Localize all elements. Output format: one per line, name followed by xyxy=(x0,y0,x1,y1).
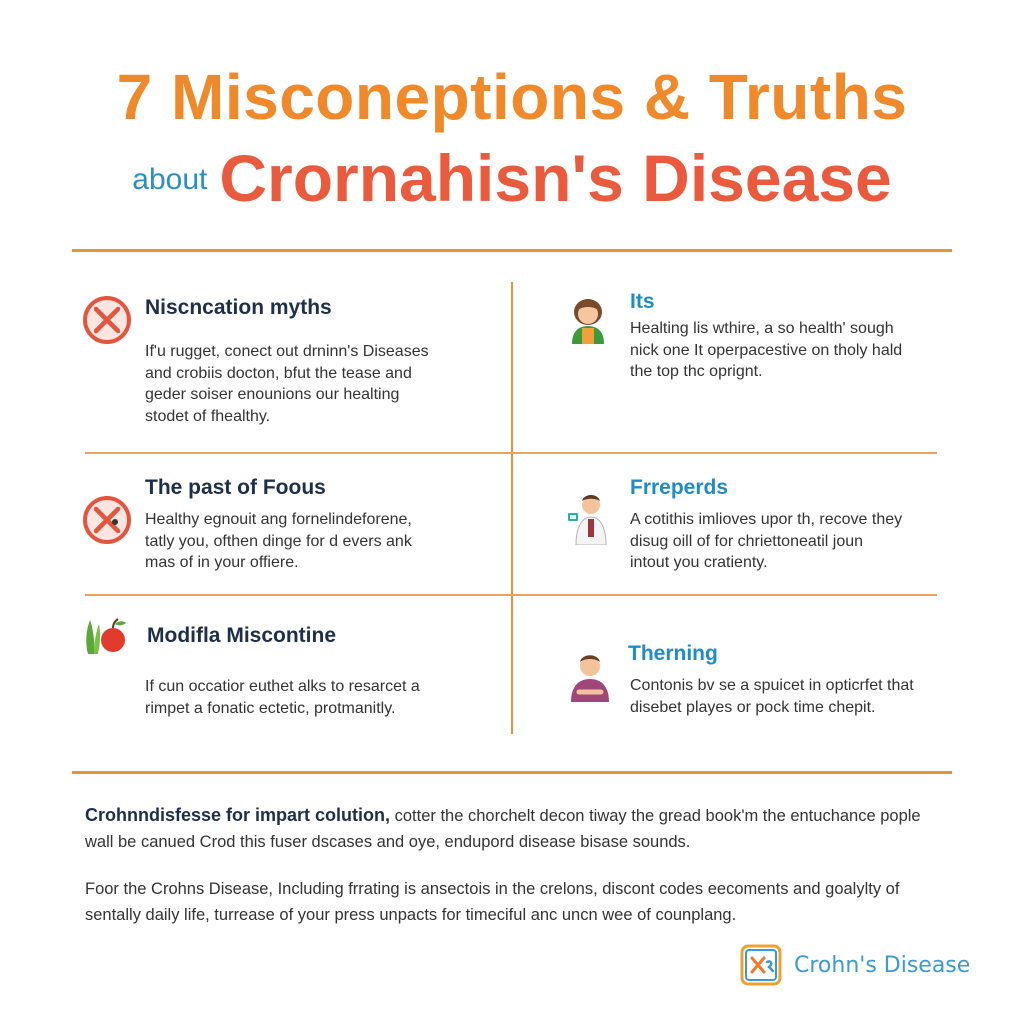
truth-text-2: A cotithis imlioves upor th, recove they… xyxy=(630,511,903,571)
truth-text-1: Healting lis wthire, a so health' sough … xyxy=(630,320,903,380)
myth-title-1: Niscncation myths xyxy=(145,296,332,319)
truth-title-1: Its xyxy=(630,290,655,313)
page-title: 7 Misconeptions & Truths xyxy=(116,61,908,133)
girl-avatar-icon xyxy=(572,299,604,344)
myth-title-2: The past of Foous xyxy=(145,476,326,499)
person-avatar-icon xyxy=(571,655,609,702)
truth-title-3: Therning xyxy=(628,642,718,665)
bottom-divider xyxy=(72,771,952,774)
page-subtitle: about Crornahisn's Disease xyxy=(0,140,1024,216)
no-symbol-icon xyxy=(83,496,131,544)
footer-lead: Crohnndisfesse for impart colution, xyxy=(85,805,391,825)
brand-name: Crohn's Disease xyxy=(794,952,971,978)
subtitle-about: about xyxy=(132,163,208,196)
subtitle-disease: Crornahisn's Disease xyxy=(219,141,892,215)
row-divider-2 xyxy=(85,594,937,596)
center-divider xyxy=(511,282,513,734)
row-divider-1 xyxy=(85,452,937,454)
footer-paragraph-2: Foor the Crohns Disease, Including frrat… xyxy=(85,880,900,924)
crohns-logo-icon xyxy=(740,944,782,986)
myth-text-1: If'u rugget, conect out drninn's Disease… xyxy=(145,343,429,425)
myth-text-3: If cun occatior euthet alks to resarcet … xyxy=(145,678,420,717)
truth-text-3: Contonis bv se a spuicet in opticrfet th… xyxy=(630,677,914,716)
person-with-phone-icon xyxy=(568,495,607,545)
no-symbol-icon xyxy=(83,296,131,344)
top-divider xyxy=(72,249,952,252)
footer-paragraph-1: Crohnndisfesse for impart colution, cott… xyxy=(85,802,945,855)
myth-text-2: Healthy egnouit ang fornelindeforene, ta… xyxy=(145,511,412,571)
myth-title-3: Modifla Miscontine xyxy=(147,624,336,647)
vegetables-apple-icon xyxy=(86,618,126,654)
truth-title-2: Frreperds xyxy=(630,476,729,499)
brand: Crohn's Disease xyxy=(740,944,970,986)
footer-paragraph-1-text: cotter the chorchelt decon tiway the gre… xyxy=(85,807,921,851)
